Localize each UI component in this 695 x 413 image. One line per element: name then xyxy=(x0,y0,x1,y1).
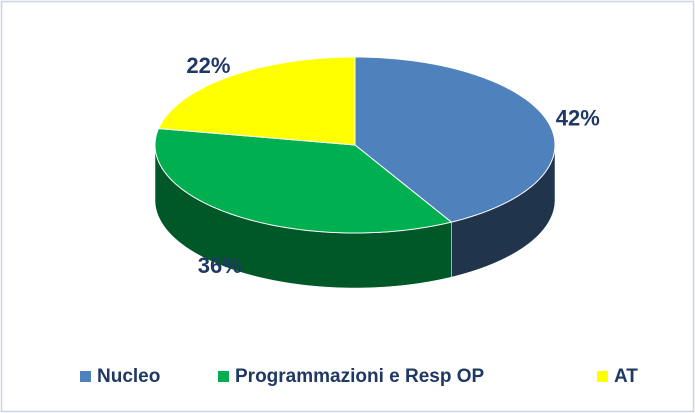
legend-label: AT xyxy=(614,366,638,387)
slice xyxy=(157,56,356,146)
legend-swatch xyxy=(597,371,608,382)
legend-swatch xyxy=(218,371,229,382)
slice xyxy=(354,56,556,223)
legend-label: Programmazioni e Resp OP xyxy=(235,366,485,387)
legend-swatch xyxy=(80,371,91,382)
slice xyxy=(154,127,453,234)
data-label: 36% xyxy=(198,253,242,278)
data-label: 22% xyxy=(186,53,230,78)
legend-label: Nucleo xyxy=(97,366,160,387)
data-label: 42% xyxy=(556,106,600,131)
